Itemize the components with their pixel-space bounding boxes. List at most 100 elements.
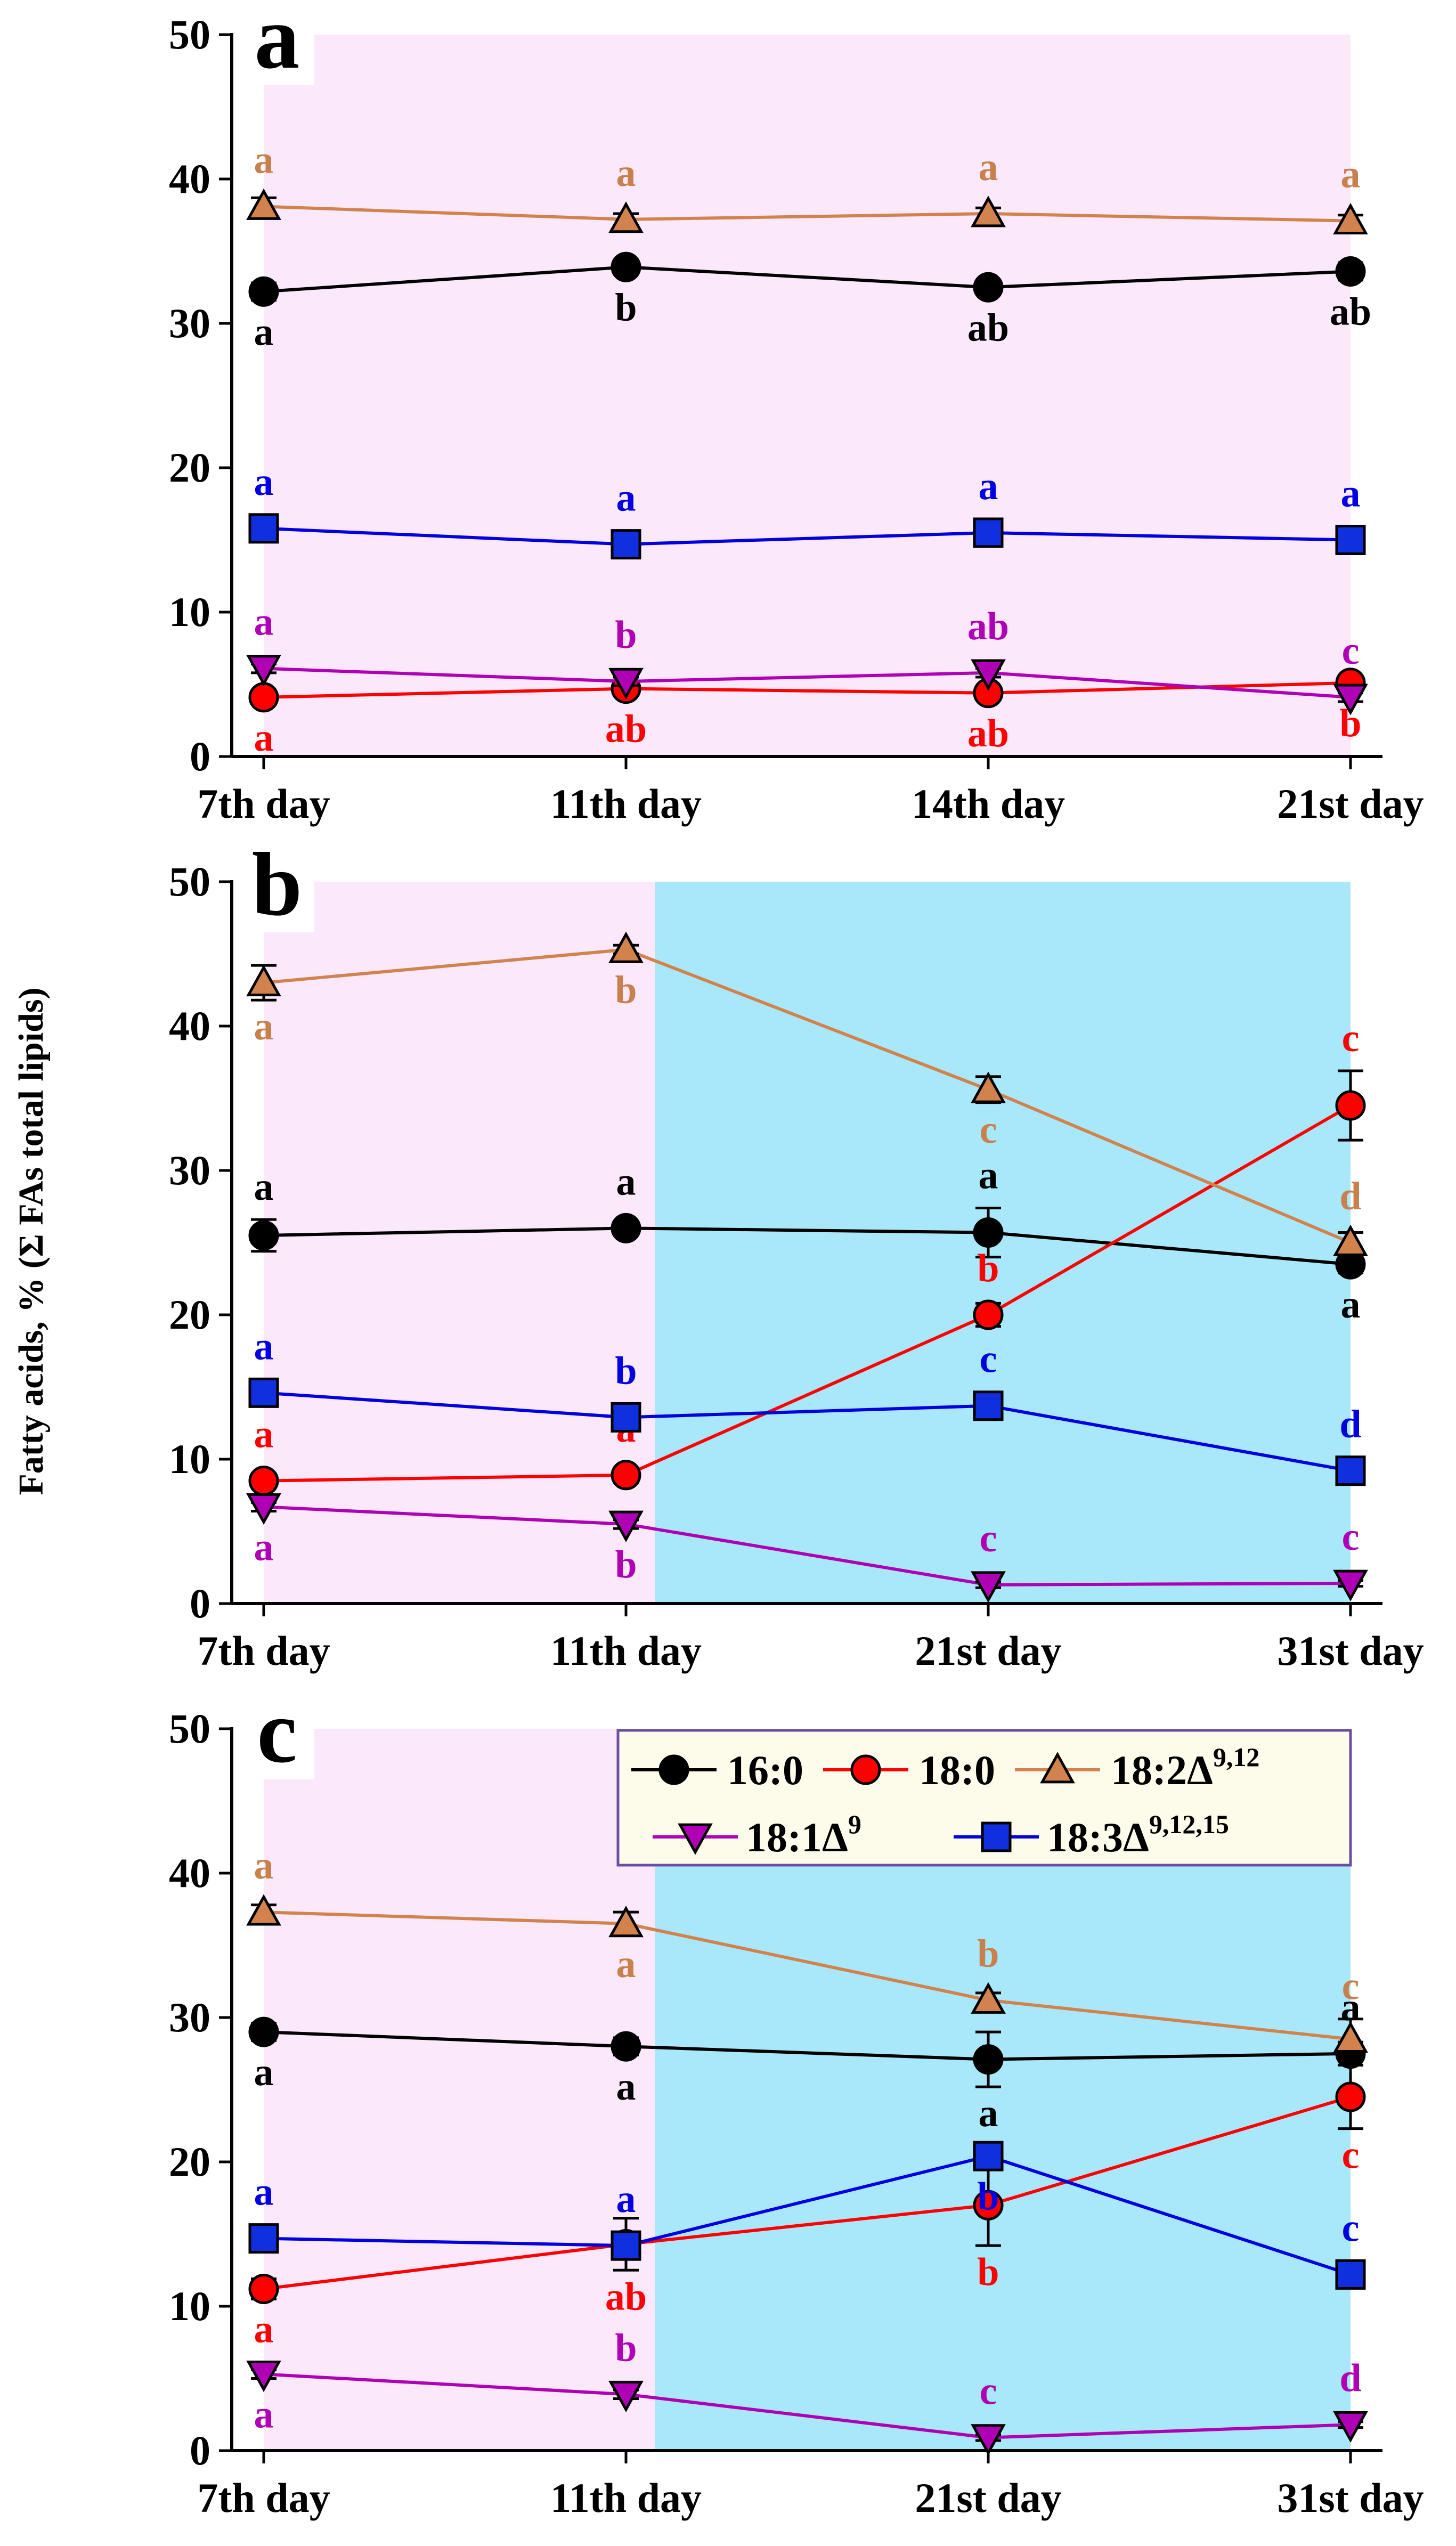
panel-a-x-tick-label-11th-day: 11th day <box>550 780 702 827</box>
panel-c-sig-label-18-1-9-2: c <box>980 2370 997 2413</box>
panel-b-letter-background <box>240 852 314 932</box>
panel-b-point-16-0-0 <box>248 1220 279 1251</box>
legend-label-16-0: 16:0 <box>727 1747 803 1793</box>
panel-b-sig-label-18-0-2: b <box>977 1247 999 1290</box>
panel-c-x-tick-label-21st-day: 21st day <box>915 2475 1061 2521</box>
panel-a-sig-label-18-1-9-3: c <box>1342 629 1360 673</box>
panel-b-y-tick-label-40: 40 <box>169 1003 210 1049</box>
panel-c-sig-label-16-0-1: a <box>616 2065 636 2109</box>
panel-c-point-18-2-9-12-3 <box>1333 2021 1368 2053</box>
legend-entry-18-0: 18:0 <box>823 1747 995 1793</box>
y-axis-label: Fatty acids, % (Σ FAs total lipids) <box>12 987 51 1495</box>
panel-b-line-18-0 <box>263 1104 1352 1483</box>
panel-b-sig-label-18-3-9-12-15-2: c <box>980 1338 997 1381</box>
panel-a-x-tick-label-7th-day: 7th day <box>197 780 330 827</box>
panel-b: 0 10 20 30 40 50 7th day 11th day 21st day 31st d… <box>169 834 1424 1674</box>
panel-c-point-18-2-9-12-2 <box>971 1982 1006 2014</box>
legend-entry-16-0: 16:0 <box>631 1747 803 1793</box>
panel-a-sig-label-18-3-9-12-15-1: a <box>616 476 636 520</box>
panel-a-sig-label-18-0-2: ab <box>967 712 1009 755</box>
panel-c-sig-label-16-0-0: a <box>254 2051 274 2094</box>
legend-entry-18-1: 18:1Δ9 <box>653 1809 861 1860</box>
panel-b-sig-label-18-1-9-2: c <box>980 1517 997 1560</box>
panel-a-sig-label-18-0-1: ab <box>605 707 647 751</box>
panel-c-point-18-0-0 <box>248 2273 279 2304</box>
legend-marker-18-2 <box>1040 1752 1075 1784</box>
panel-c-sig-label-18-2-9-12-2: b <box>977 1932 999 1975</box>
panel-a-point-16-0-3 <box>1335 256 1366 287</box>
panel-b-y-tick-label-0: 0 <box>190 1580 210 1626</box>
panel-c-background-0 <box>264 1729 655 2451</box>
panel-c-point-18-3-9-12-15-3 <box>1335 2259 1366 2290</box>
panel-b-sig-label-16-0-2: a <box>979 1153 998 1197</box>
panel-a-x-tick-label-14th-day: 14th day <box>912 780 1065 827</box>
panel-c-line-16-0 <box>263 2030 1351 2061</box>
panel-a-line-18-3-9-12-15 <box>263 526 1351 546</box>
panel-b-sig-label-18-2-9-12-2: c <box>980 1108 997 1152</box>
panel-c-sig-label-18-1-9-0: a <box>254 2393 274 2436</box>
panel-a-point-18-1-9-2 <box>971 659 1006 691</box>
panel-a-point-18-3-9-12-15-2 <box>973 517 1004 548</box>
panel-b-sig-label-18-0-3: c <box>1342 1016 1360 1060</box>
panel-c-letter: c <box>257 1681 297 1782</box>
panel-a-point-16-0-0 <box>248 276 279 307</box>
panel-b-sig-label-18-2-9-12-1: b <box>615 968 637 1012</box>
panel-c-sig-label-18-3-9-12-15-2: b <box>977 2175 999 2218</box>
panel-b-point-18-1-9-1 <box>608 1510 644 1542</box>
panel-b-sig-label-18-3-9-12-15-0: a <box>254 1324 274 1368</box>
panel-c-series-16-0: a aaa <box>248 1986 1366 2135</box>
panel-a-sig-label-18-2-9-12-2: a <box>979 145 998 189</box>
panel-c-line-18-1-9 <box>263 2372 1351 2439</box>
panel-c-point-18-2-9-12-0 <box>246 1894 281 1926</box>
panel-b-line-18-1-9 <box>263 1505 1351 1587</box>
panel-b-sig-label-16-0-3: a <box>1341 1283 1361 1327</box>
panel-c-point-18-1-9-0 <box>246 2360 281 2393</box>
panel-a-sig-label-18-1-9-1: b <box>615 613 637 657</box>
panel-a-y-tick-label-20: 20 <box>169 444 210 491</box>
legend-label-18-0: 18:0 <box>919 1747 995 1793</box>
panel-c-point-18-0-2 <box>973 2190 1004 2220</box>
legend-label-18-2: 18:2Δ9,12 <box>1111 1742 1259 1793</box>
panel-b-series-18-3-9-12-15: a b c d <box>248 1324 1366 1486</box>
panel-a-point-18-2-9-12-0 <box>246 188 281 220</box>
panel-c-x-tick-label-31st-day: 31st day <box>1277 2475 1424 2521</box>
panel-b-sig-label-18-1-9-1: b <box>615 1543 637 1587</box>
panel-c-point-18-1-9-3 <box>1333 2411 1368 2443</box>
legend-marker-18-0 <box>850 1754 881 1785</box>
legend-marker-shape-18-1-9 <box>678 1823 713 1855</box>
legend-label-18-3: 18:3Δ9,12,15 <box>1047 1809 1229 1860</box>
panel-c-letter-background <box>240 1699 314 1779</box>
panel-a-point-18-0-0 <box>248 682 279 713</box>
panel-a-letter: a <box>255 0 300 87</box>
panel-a-sig-label-18-2-9-12-3: a <box>1341 153 1361 197</box>
panel-c-y-tick-label-40: 40 <box>169 1850 210 1896</box>
panel-b-background-1 <box>655 882 1351 1604</box>
panel-c-point-18-3-9-12-15-2 <box>973 2141 1004 2171</box>
panel-c-x-tick-label-7th-day: 7th day <box>197 2475 330 2521</box>
panel-a-point-18-2-9-12-1 <box>608 201 644 233</box>
panel-a-x-tick-label-21st-day: 21st day <box>1277 780 1424 827</box>
panel-b-point-18-0-2 <box>973 1299 1004 1330</box>
panel-b-sig-label-18-1-9-0: a <box>254 1525 274 1569</box>
panel-a-background-0 <box>264 35 1351 757</box>
panel-b-sig-label-18-2-9-12-0: a <box>254 1005 274 1048</box>
panel-a-line-18-0 <box>263 681 1351 699</box>
panel-a-point-18-1-9-1 <box>608 668 644 699</box>
panel-b-letter: b <box>252 834 303 934</box>
panel-c-sig-label-18-1-9-3: d <box>1339 2356 1361 2400</box>
panel-b-point-18-3-9-12-15-3 <box>1335 1455 1366 1486</box>
panel-c-sig-label-18-3-9-12-15-3: c <box>1342 2206 1360 2250</box>
panel-a-y-tick-label-40: 40 <box>169 156 210 202</box>
panel-a-series-16-0: ab ab ab <box>248 251 1371 354</box>
panel-b-point-18-0-0 <box>248 1466 279 1496</box>
legend-marker-18-3 <box>981 1821 1012 1852</box>
panel-c-point-18-0-3 <box>1335 2081 1366 2112</box>
panel-a-sig-label-18-3-9-12-15-2: a <box>979 465 998 508</box>
panel-a-line-18-2-9-12 <box>263 205 1351 223</box>
panel-c-sig-label-18-3-9-12-15-1: a <box>616 2177 636 2221</box>
panel-b-point-18-3-9-12-15-1 <box>611 1402 641 1433</box>
panel-c-y-tick-label-50: 50 <box>169 1705 210 1752</box>
panel-c-point-18-1-9-2 <box>971 2424 1006 2456</box>
panel-b-y-tick-label-30: 30 <box>169 1147 210 1193</box>
